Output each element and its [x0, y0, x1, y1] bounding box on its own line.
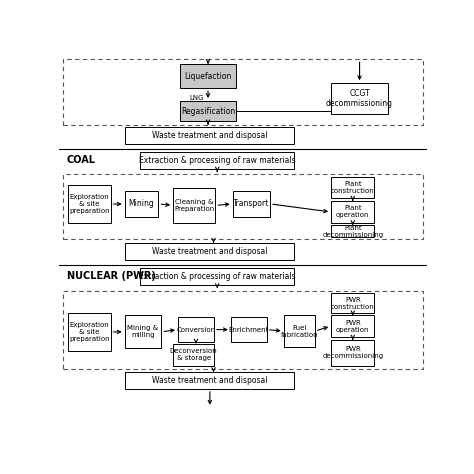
Text: Cleaning &
Preparation: Cleaning & Preparation — [174, 199, 214, 212]
Text: Mining: Mining — [128, 200, 155, 209]
Bar — [331, 225, 374, 237]
Text: Enrichment: Enrichment — [228, 327, 269, 333]
Text: Conversion: Conversion — [176, 327, 216, 333]
Bar — [331, 293, 374, 313]
Text: Liquefaction: Liquefaction — [184, 72, 232, 81]
Bar — [331, 176, 374, 198]
Text: Exploration
& site
preparation: Exploration & site preparation — [69, 194, 110, 214]
Bar — [331, 315, 374, 337]
Bar — [125, 372, 294, 389]
Text: PWR
operation: PWR operation — [336, 319, 370, 333]
Bar — [63, 291, 423, 369]
Bar — [125, 128, 294, 144]
Text: Deconversion
& storage: Deconversion & storage — [170, 348, 218, 362]
Text: PWR
decommissioning: PWR decommissioning — [322, 346, 383, 359]
Bar — [140, 268, 294, 285]
Bar — [331, 340, 374, 366]
Bar — [140, 152, 294, 169]
Text: Transport: Transport — [233, 200, 270, 209]
Text: NUCLEAR (PWR): NUCLEAR (PWR) — [66, 272, 155, 282]
Bar — [284, 315, 315, 347]
Text: Waste treatment and disposal: Waste treatment and disposal — [152, 376, 268, 385]
Bar — [181, 64, 236, 88]
Bar — [173, 344, 214, 366]
Text: Plant
construction: Plant construction — [331, 181, 374, 194]
Text: Fuel
fabrication: Fuel fabrication — [281, 325, 318, 337]
Text: PWR
construction: PWR construction — [331, 297, 374, 310]
Text: COAL: COAL — [66, 155, 96, 165]
Bar — [68, 313, 111, 351]
Bar — [68, 185, 111, 223]
Bar — [125, 243, 294, 260]
Bar — [63, 174, 423, 239]
Bar — [331, 83, 388, 114]
Text: Extraction & processing of raw materials: Extraction & processing of raw materials — [139, 156, 295, 165]
Bar — [63, 59, 423, 125]
Text: Extraction & processing of raw materials: Extraction & processing of raw materials — [139, 272, 295, 281]
Bar — [233, 191, 270, 217]
Text: Plant
operation: Plant operation — [336, 206, 370, 219]
Text: LNG: LNG — [190, 95, 204, 101]
Text: Exploration
& site
preparation: Exploration & site preparation — [69, 322, 110, 342]
Bar — [231, 318, 267, 342]
Text: Plant
decommissioning: Plant decommissioning — [322, 225, 383, 238]
Bar — [125, 191, 158, 217]
Text: CCGT
decommissioning: CCGT decommissioning — [326, 89, 393, 108]
Bar — [178, 318, 214, 342]
Text: Regasification: Regasification — [181, 107, 235, 116]
Bar — [125, 315, 161, 348]
Text: Waste treatment and disposal: Waste treatment and disposal — [152, 131, 268, 140]
Bar — [181, 101, 236, 121]
Text: Waste treatment and disposal: Waste treatment and disposal — [152, 247, 268, 256]
Bar — [331, 201, 374, 223]
Bar — [173, 188, 215, 223]
Text: Mining &
milling: Mining & milling — [128, 325, 159, 338]
